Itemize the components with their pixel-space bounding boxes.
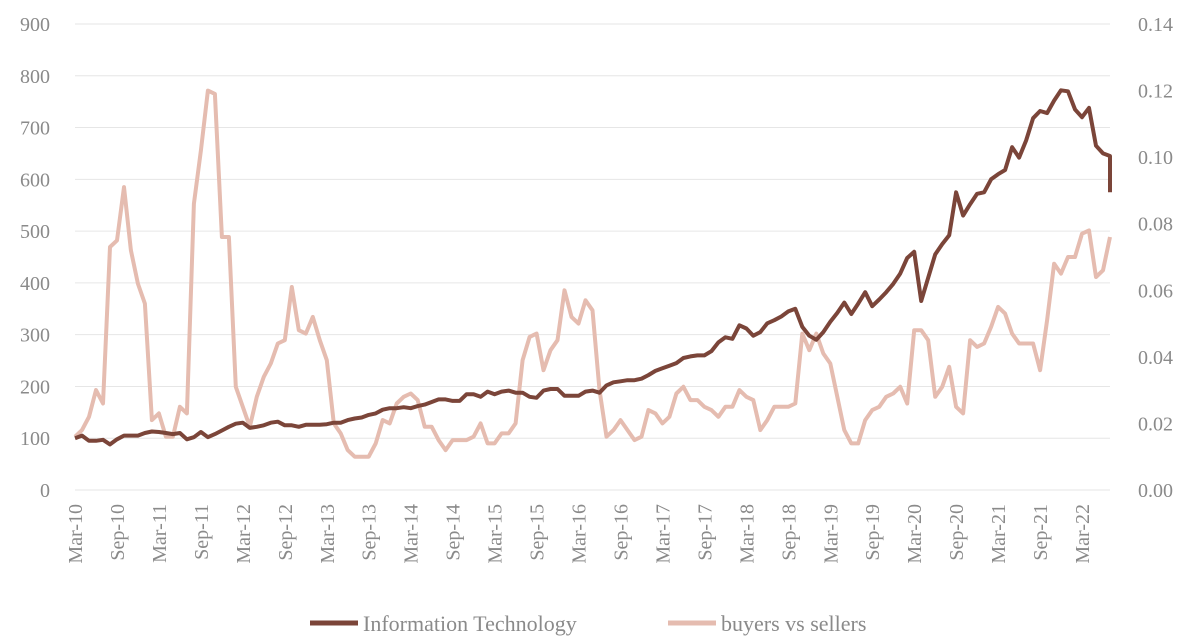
x-axis-tick-label: Mar-11 (149, 504, 171, 563)
left-axis-tick-label: 100 (20, 428, 50, 450)
right-axis-tick-label: 0.10 (1138, 147, 1173, 169)
right-axis-tick-label: 0.14 (1138, 14, 1173, 36)
left-axis-tick-label: 700 (20, 118, 50, 140)
x-axis-tick-label: Sep-19 (862, 504, 884, 561)
left-axis-tick-label: 0 (40, 480, 50, 502)
x-axis-tick-label: Mar-16 (569, 504, 591, 564)
series-line-information-technology (74, 88, 1112, 447)
left-axis-tick-label: 800 (20, 66, 50, 88)
x-axis-tick-label: Sep-21 (1030, 504, 1052, 561)
x-axis-tick-label: Sep-10 (107, 504, 129, 561)
x-axis-tick-label: Sep-15 (527, 504, 549, 561)
x-axis-tick-label: Sep-11 (191, 504, 213, 560)
x-axis-tick-label: Sep-13 (359, 504, 381, 561)
x-axis-tick-label: Mar-12 (233, 504, 255, 564)
legend-label: buyers vs sellers (721, 611, 866, 636)
series-line-buyers-vs-sellers (73, 88, 1112, 459)
x-axis-tick-label: Mar-18 (736, 504, 758, 564)
left-axis-tick-label: 600 (20, 169, 50, 191)
gridlines (75, 23, 1110, 491)
x-axis-tick-label: Sep-18 (778, 504, 800, 561)
x-axis-tick-label: Mar-19 (820, 504, 842, 564)
x-axis-tick-label: Sep-14 (443, 504, 465, 561)
left-axis-tick-label: 200 (20, 376, 50, 398)
right-axis-tick-label: 0.12 (1138, 81, 1173, 103)
x-axis-tick-label: Mar-17 (652, 504, 674, 564)
x-axis-tick-label: Mar-21 (988, 504, 1010, 564)
series-lines (73, 88, 1112, 459)
right-axis-tick-label: 0.08 (1138, 214, 1173, 236)
legend-label: Information Technology (363, 611, 577, 636)
left-axis-tick-label: 900 (20, 14, 50, 36)
x-axis-tick-label: Sep-20 (946, 504, 968, 561)
left-axis-tick-label: 500 (20, 221, 50, 243)
x-axis-tick-labels: Mar-10 Sep-10 Mar-11 Sep-11 Mar-12 Sep-12 Mar-… (65, 504, 1094, 564)
x-axis-tick-label: Sep-16 (610, 504, 632, 561)
right-axis-tick-label: 0.04 (1138, 347, 1173, 369)
right-axis-tick-label: 0.00 (1138, 480, 1173, 502)
x-axis-tick-label: Mar-14 (401, 504, 423, 564)
right-axis-tick-labels: 0.00 0.02 0.04 0.06 0.08 0.10 0.12 0.14 (1138, 14, 1173, 502)
right-axis-tick-label: 0.06 (1138, 280, 1173, 302)
x-axis-tick-label: Mar-22 (1072, 504, 1094, 564)
legend: Information Technology buyers vs sellers (310, 611, 866, 636)
left-axis-tick-label: 300 (20, 325, 50, 347)
x-axis-tick-label: Mar-15 (485, 504, 507, 564)
x-axis-tick-label: Mar-20 (904, 504, 926, 564)
left-axis-tick-labels: 0 100 200 300 400 500 600 700 800 900 (20, 14, 50, 502)
left-axis-tick-label: 400 (20, 273, 50, 295)
x-axis-tick-label: Sep-12 (275, 504, 297, 561)
x-axis-tick-label: Sep-17 (694, 504, 716, 561)
x-axis-tick-label: Mar-10 (65, 504, 87, 564)
x-axis-tick-label: Mar-13 (317, 504, 339, 564)
right-axis-tick-label: 0.02 (1138, 413, 1173, 435)
